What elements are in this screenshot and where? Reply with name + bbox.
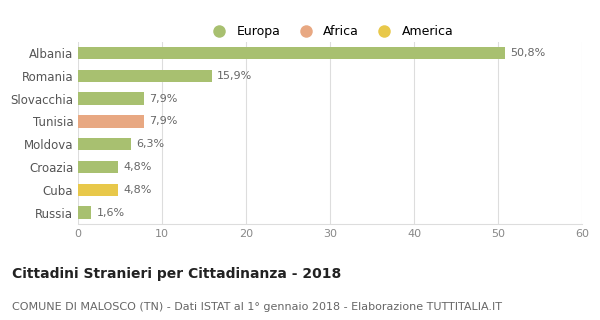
Bar	[78, 115, 145, 128]
Bar	[78, 138, 131, 150]
Text: 50,8%: 50,8%	[510, 48, 545, 58]
Bar	[78, 47, 505, 59]
Bar	[78, 69, 212, 82]
Text: 4,8%: 4,8%	[124, 185, 152, 195]
Legend: Europa, Africa, America: Europa, Africa, America	[202, 20, 458, 44]
Text: 15,9%: 15,9%	[217, 71, 252, 81]
Text: 6,3%: 6,3%	[136, 139, 164, 149]
Bar	[78, 161, 118, 173]
Text: 7,9%: 7,9%	[149, 116, 178, 126]
Bar	[78, 184, 118, 196]
Text: 4,8%: 4,8%	[124, 162, 152, 172]
Text: Cittadini Stranieri per Cittadinanza - 2018: Cittadini Stranieri per Cittadinanza - 2…	[12, 268, 341, 281]
Text: COMUNE DI MALOSCO (TN) - Dati ISTAT al 1° gennaio 2018 - Elaborazione TUTTITALIA: COMUNE DI MALOSCO (TN) - Dati ISTAT al 1…	[12, 302, 502, 312]
Bar	[78, 92, 145, 105]
Text: 1,6%: 1,6%	[97, 208, 125, 218]
Bar	[78, 206, 91, 219]
Text: 7,9%: 7,9%	[149, 93, 178, 104]
